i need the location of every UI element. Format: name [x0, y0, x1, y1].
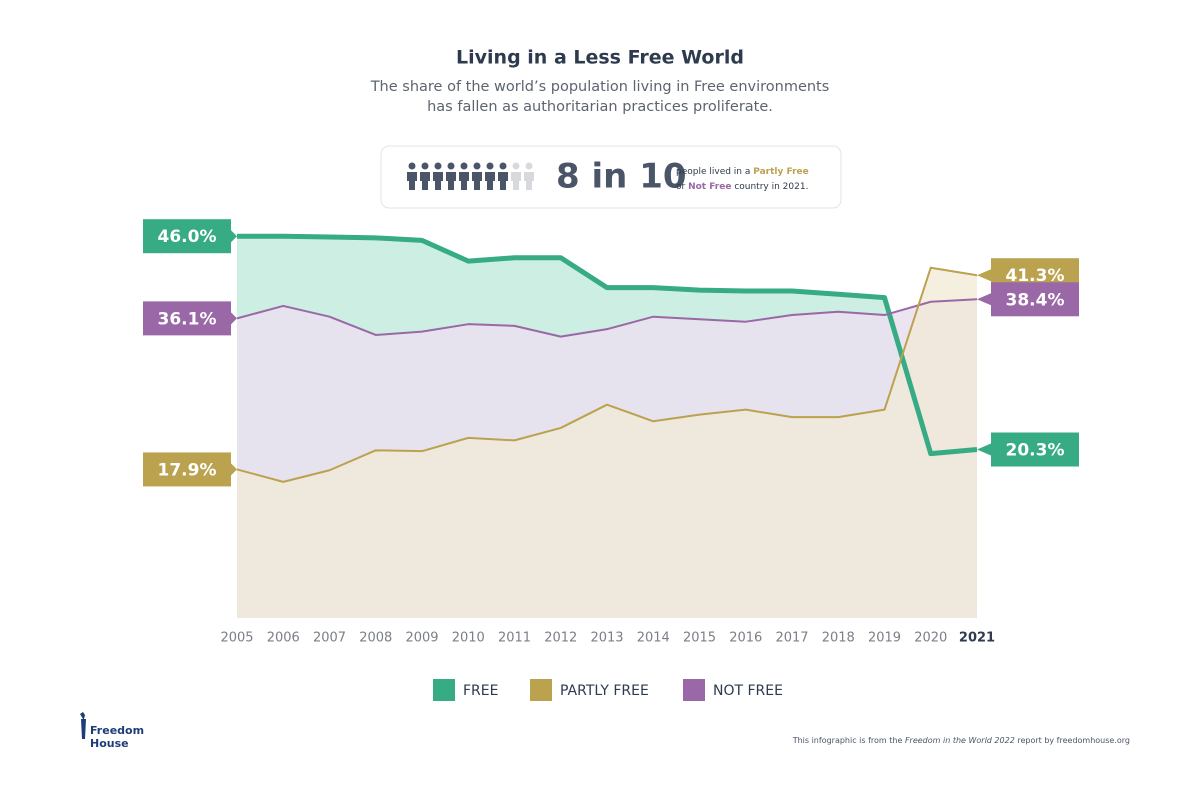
person-icon-filled	[498, 172, 508, 190]
person-icon-empty	[512, 162, 520, 170]
x-tick-label: 2021	[959, 631, 995, 646]
person-icon-filled	[407, 172, 417, 190]
footnote: This infographic is from the	[792, 736, 905, 745]
legend-swatch	[683, 679, 705, 701]
person-icon-filled	[447, 162, 455, 170]
x-tick-label: 2014	[637, 631, 670, 646]
x-tick-label: 2007	[313, 631, 346, 646]
person-icon-filled	[433, 172, 443, 190]
person-icon-filled	[486, 162, 494, 170]
callout-text: or	[676, 182, 688, 192]
data-label: 36.1%	[158, 309, 217, 329]
data-label: 17.9%	[158, 460, 217, 480]
x-tick-label: 2017	[775, 631, 808, 646]
label-box	[143, 301, 231, 336]
person-icon-filled	[408, 162, 416, 170]
x-tick-label: 2016	[729, 631, 762, 646]
logo: Freedom House	[80, 712, 144, 750]
line	[236, 298, 978, 338]
label-box	[991, 432, 1079, 467]
label-pointer	[231, 312, 237, 325]
callout-text: people lived in a Partly Free	[676, 167, 809, 177]
legend-label: PARTLY FREE	[560, 683, 649, 699]
callout-text: Partly Free	[753, 167, 808, 177]
plot-area: 2005 2006 2007 2008 2009 2010 2011 2012 2013 2014…	[143, 219, 1079, 646]
subtitle: The share of the world’s population livi…	[370, 79, 830, 95]
legend-label: FREE	[463, 683, 498, 699]
label-box	[991, 282, 1079, 317]
x-tick-label: 2010	[452, 631, 485, 646]
person-icon-filled	[434, 162, 442, 170]
x-tick-label: 2012	[544, 631, 577, 646]
footnote: Freedom in the World 2022	[905, 736, 1015, 745]
callout-text: Not Free	[688, 182, 731, 192]
person-icon-filled	[485, 172, 495, 190]
x-tick-label: 2009	[405, 631, 438, 646]
x-tick-label: 2013	[590, 631, 623, 646]
person-icon-empty	[525, 162, 533, 170]
legend-swatch	[433, 679, 455, 701]
line	[237, 233, 978, 457]
person-icon-empty	[511, 172, 521, 190]
chart-title: Living in a Less Free World	[456, 47, 744, 69]
person-icon-filled	[472, 172, 482, 190]
callout-text: people lived in a	[676, 167, 753, 177]
icon-row	[407, 162, 534, 190]
label-pointer	[977, 443, 991, 456]
x-tick-label: 2019	[868, 631, 901, 646]
x-tick-label: 2018	[822, 631, 855, 646]
x-tick-label: 2008	[359, 631, 392, 646]
line	[236, 266, 978, 483]
footnote: report by freedomhouse.org	[1015, 736, 1130, 745]
logo-icon	[80, 712, 86, 739]
label-pointer	[231, 463, 237, 476]
logo-text: Freedom	[90, 724, 144, 737]
x-tick-label: 2011	[498, 631, 531, 646]
label-pointer	[231, 230, 237, 243]
data-label: 20.3%	[1006, 441, 1065, 461]
label-box	[143, 452, 231, 487]
person-icon-filled	[460, 162, 468, 170]
legend-swatch	[530, 679, 552, 701]
legend: FREE PARTLY FREE NOT FREE	[433, 679, 783, 701]
person-icon-filled	[420, 172, 430, 190]
callout-text: country in 2021.	[731, 182, 808, 192]
label-pointer	[977, 293, 991, 306]
footnote: This infographic is from the Freedom in …	[792, 736, 1130, 745]
person-icon-filled	[473, 162, 481, 170]
data-label: 38.4%	[1006, 290, 1065, 310]
x-tick-label: 2005	[220, 631, 253, 646]
person-icon-filled	[459, 172, 469, 190]
callout-box	[380, 145, 842, 209]
person-icon-empty	[524, 172, 534, 190]
x-tick-label: 2015	[683, 631, 716, 646]
x-tick-label: 2006	[267, 631, 300, 646]
callout-highlight: 8 in 10	[556, 157, 687, 197]
logo-text: House	[90, 737, 129, 750]
callout-text: or Not Free country in 2021.	[676, 182, 808, 192]
area	[237, 267, 977, 618]
data-label: 41.3%	[1006, 266, 1065, 286]
person-icon-filled	[421, 162, 429, 170]
data-label: 46.0%	[158, 227, 217, 247]
x-tick-label: 2020	[914, 631, 947, 646]
subtitle: has fallen as authoritarian practices pr…	[427, 99, 773, 115]
person-icon-filled	[499, 162, 507, 170]
label-pointer	[977, 269, 991, 282]
label-box	[143, 219, 231, 254]
legend-label: NOT FREE	[713, 683, 783, 699]
person-icon-filled	[446, 172, 456, 190]
